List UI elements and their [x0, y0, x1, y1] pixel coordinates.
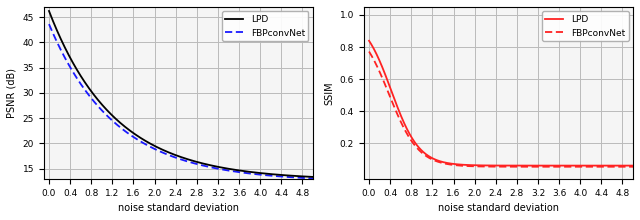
FBPconvNet — [92, 102, 100, 105]
LPD — [521, 164, 529, 167]
FBPconvNet — [521, 165, 529, 168]
FBPconvNet — [412, 145, 420, 148]
FBPconvNet — [201, 165, 209, 167]
LPD — [412, 142, 420, 145]
Legend: LPD, FBPconvNet: LPD, FBPconvNet — [221, 11, 308, 41]
LPD — [365, 39, 373, 42]
LPD — [433, 159, 441, 161]
Line: FBPconvNet: FBPconvNet — [369, 51, 633, 167]
LPD — [45, 10, 53, 12]
FBPconvNet — [484, 165, 492, 168]
Line: FBPconvNet: FBPconvNet — [49, 24, 313, 178]
FBPconvNet — [244, 172, 252, 175]
LPD — [541, 164, 549, 167]
LPD — [629, 164, 637, 167]
LPD — [92, 96, 100, 99]
FBPconvNet — [113, 123, 121, 126]
FBPconvNet — [309, 177, 317, 180]
LPD — [564, 164, 572, 167]
FBPconvNet — [433, 160, 441, 163]
LPD — [201, 163, 209, 165]
FBPconvNet — [45, 23, 53, 26]
FBPconvNet — [164, 154, 172, 156]
Y-axis label: SSIM: SSIM — [324, 81, 334, 105]
LPD — [113, 119, 121, 121]
FBPconvNet — [564, 165, 572, 168]
X-axis label: noise standard deviation: noise standard deviation — [118, 203, 239, 213]
Line: LPD: LPD — [369, 41, 633, 166]
LPD — [164, 151, 172, 154]
Y-axis label: PSNR (dB): PSNR (dB) — [7, 68, 17, 118]
Legend: LPD, FBPconvNet: LPD, FBPconvNet — [542, 11, 628, 41]
Line: LPD: LPD — [49, 11, 313, 177]
FBPconvNet — [629, 165, 637, 168]
LPD — [309, 176, 317, 178]
FBPconvNet — [365, 50, 373, 53]
LPD — [221, 167, 229, 170]
LPD — [244, 170, 252, 173]
FBPconvNet — [221, 169, 229, 171]
X-axis label: noise standard deviation: noise standard deviation — [438, 203, 559, 213]
FBPconvNet — [541, 165, 549, 168]
LPD — [484, 164, 492, 167]
